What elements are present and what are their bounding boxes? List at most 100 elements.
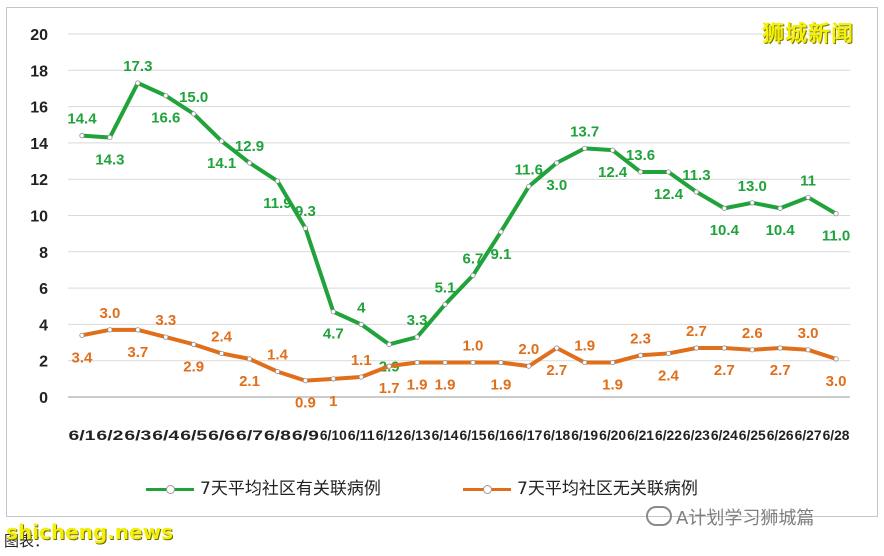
y-tick-label: 0: [39, 390, 48, 407]
data-label: 10.4: [710, 222, 740, 239]
data-point: [805, 347, 811, 353]
y-tick-label: 8: [39, 245, 48, 262]
y-tick-label: 20: [30, 27, 48, 44]
figure-caption: 图表：: [4, 532, 50, 550]
data-label: 3.3: [155, 312, 176, 329]
data-point: [498, 229, 504, 235]
data-point: [637, 169, 644, 175]
data-point: [693, 189, 699, 195]
data-point: [498, 359, 504, 366]
data-point: [610, 359, 616, 366]
data-label: 3.4: [72, 349, 94, 366]
data-label: 9.1: [490, 246, 511, 263]
data-point: [302, 225, 308, 231]
data-label: 14.1: [207, 155, 236, 172]
x-tick-label: 6/16: [487, 427, 514, 443]
data-point: [191, 341, 197, 347]
x-tick-label: 6/19: [571, 427, 598, 443]
data-label: 15.0: [179, 89, 208, 106]
data-label: 13.0: [738, 178, 767, 195]
data-label: 5.1: [435, 279, 456, 296]
data-point: [777, 345, 783, 351]
data-point: [665, 350, 672, 357]
data-point: [721, 205, 727, 211]
data-point: [246, 356, 253, 362]
data-label: 1.1: [351, 352, 372, 369]
data-point: [274, 178, 281, 184]
legend-label-linked: 7天平均社区有关联病例: [200, 479, 381, 499]
data-point: [554, 345, 560, 351]
data-point: [665, 169, 672, 175]
data-point: [582, 145, 588, 151]
data-point: [805, 194, 811, 200]
wechat-watermark: A计划学习狮城篇: [646, 504, 814, 530]
data-label: 4: [357, 299, 366, 316]
x-tick-label: 6/7: [236, 427, 263, 443]
x-tick-label: 6/5: [180, 427, 207, 443]
x-tick-label: 6/25: [739, 427, 766, 443]
data-point: [526, 183, 532, 190]
data-point: [442, 301, 448, 308]
x-tick-label: 6/13: [404, 427, 431, 443]
x-tick-label: 6/8: [264, 427, 291, 443]
data-label: 16.6: [151, 110, 180, 127]
data-label: 13.7: [570, 123, 599, 140]
data-label: 2.3: [630, 330, 651, 347]
data-point: [135, 80, 141, 86]
site-watermark: shicheng.news: [6, 520, 173, 544]
data-label: 3.0: [798, 325, 819, 342]
data-label: 1.0: [463, 338, 484, 355]
x-tick-label: 6/1: [69, 427, 96, 443]
data-label: 11.6: [515, 161, 543, 178]
data-label: 11.9: [263, 195, 291, 212]
data-label: 11: [800, 172, 816, 189]
data-point: [442, 359, 448, 366]
data-point: [554, 160, 560, 166]
data-label: 14.4: [67, 111, 97, 128]
data-label: 1.9: [602, 377, 623, 394]
data-point: [107, 327, 113, 333]
series-line-1: [81, 327, 837, 383]
data-label: 3.0: [546, 177, 567, 194]
data-point: [330, 309, 336, 315]
legend-label-unlinked: 7天平均社区无关联病例: [517, 479, 698, 499]
data-label: 1.4: [267, 347, 289, 364]
data-point: [358, 321, 364, 327]
x-tick-label: 6/23: [683, 427, 710, 443]
y-tick-label: 6: [39, 281, 48, 298]
x-tick-label: 6/17: [515, 427, 542, 443]
data-label: 9.3: [295, 203, 316, 220]
x-tick-label: 6/24: [711, 427, 738, 443]
data-point: [414, 359, 420, 366]
x-tick-label: 6/27: [795, 427, 822, 443]
data-point: [582, 359, 588, 366]
legend-swatch-unlinked: [463, 484, 511, 494]
data-point: [163, 93, 169, 99]
data-point: [526, 363, 532, 369]
x-tick-label: 6/2: [96, 427, 123, 443]
data-label: 2.4: [211, 328, 233, 345]
data-point: [637, 352, 644, 358]
y-tick-label: 16: [30, 100, 48, 117]
data-label: 2.4: [658, 367, 680, 384]
y-tick-label: 18: [30, 63, 48, 80]
series-line-0: [81, 81, 838, 347]
y-tick-label: 4: [39, 317, 48, 334]
x-tick-label: 6/15: [460, 427, 487, 443]
x-tick-label: 6/9: [292, 427, 319, 443]
data-label: 10.4: [766, 222, 796, 239]
data-point: [79, 133, 85, 139]
data-label: 2.7: [714, 362, 735, 379]
y-tick-label: 10: [30, 209, 48, 226]
data-point: [833, 211, 839, 217]
x-tick-label: 6/12: [376, 427, 403, 443]
data-label: 3.7: [127, 344, 148, 361]
data-point: [302, 378, 308, 384]
data-point: [749, 200, 755, 206]
data-point: [135, 327, 141, 333]
data-label: 1.9: [574, 338, 595, 355]
data-label: 12.4: [598, 164, 628, 181]
x-tick-label: 6/20: [599, 427, 626, 443]
data-point: [777, 205, 783, 211]
